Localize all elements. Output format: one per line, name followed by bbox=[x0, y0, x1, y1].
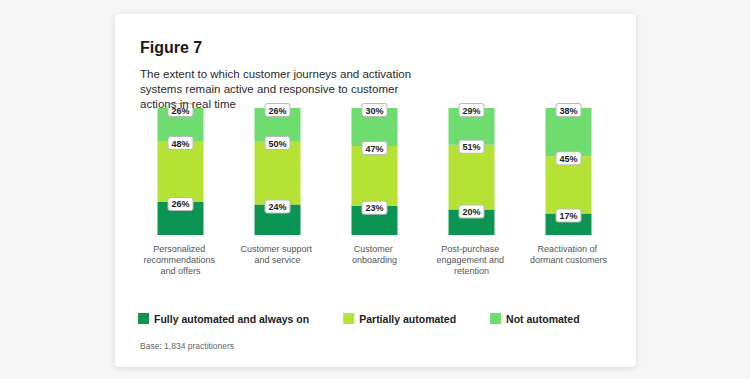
svg-text:26%: 26% bbox=[171, 199, 189, 209]
svg-text:48%: 48% bbox=[171, 139, 189, 149]
svg-text:retention: retention bbox=[454, 266, 489, 276]
svg-text:Fully automated and always on: Fully automated and always on bbox=[154, 313, 309, 325]
svg-text:20%: 20% bbox=[462, 207, 480, 217]
svg-text:dormant customers: dormant customers bbox=[530, 255, 608, 265]
svg-text:recommendations: recommendations bbox=[143, 255, 217, 265]
svg-text:Base: 1,834 practitioners: Base: 1,834 practitioners bbox=[140, 341, 234, 351]
svg-text:and service: and service bbox=[254, 255, 300, 265]
svg-text:actions in real time: actions in real time bbox=[140, 98, 236, 110]
svg-text:26%: 26% bbox=[171, 105, 190, 116]
svg-text:38%: 38% bbox=[559, 106, 577, 116]
svg-text:45%: 45% bbox=[559, 154, 577, 164]
svg-text:onboarding: onboarding bbox=[352, 255, 397, 265]
svg-text:Reactivation of: Reactivation of bbox=[537, 244, 599, 254]
svg-text:The extent to which customer j: The extent to which customer journeys an… bbox=[140, 68, 414, 80]
svg-text:Personalized: Personalized bbox=[153, 244, 208, 254]
svg-text:Partially automated: Partially automated bbox=[359, 313, 456, 325]
svg-text:engagement and: engagement and bbox=[436, 255, 506, 265]
svg-text:51%: 51% bbox=[462, 142, 480, 152]
svg-text:systems remain active and resp: systems remain active and responsive to … bbox=[140, 83, 401, 95]
svg-text:Figure 7: Figure 7 bbox=[140, 39, 202, 56]
svg-text:Customer: Customer bbox=[354, 244, 396, 254]
svg-text:24%: 24% bbox=[268, 202, 286, 212]
svg-text:and offers: and offers bbox=[161, 266, 201, 276]
svg-text:23%: 23% bbox=[365, 203, 383, 213]
svg-text:29%: 29% bbox=[462, 106, 480, 116]
svg-text:Post-purchase: Post-purchase bbox=[441, 244, 502, 254]
svg-text:30%: 30% bbox=[365, 106, 383, 116]
svg-text:26%: 26% bbox=[268, 106, 286, 116]
svg-text:Not automated: Not automated bbox=[506, 313, 580, 325]
svg-text:Customer support: Customer support bbox=[240, 244, 314, 254]
svg-text:50%: 50% bbox=[268, 139, 286, 149]
svg-text:17%: 17% bbox=[559, 211, 577, 221]
svg-text:47%: 47% bbox=[365, 144, 383, 154]
